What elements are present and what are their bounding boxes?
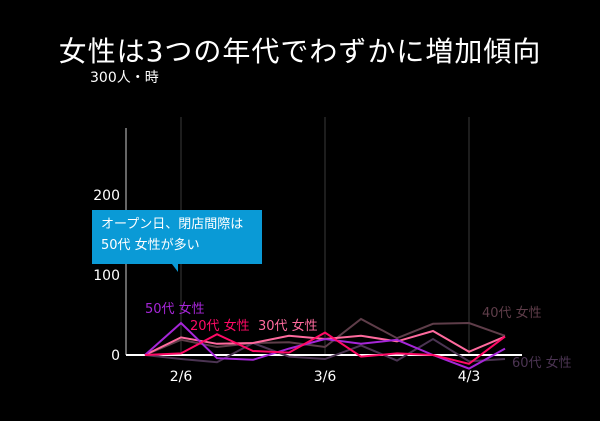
series-label: 50代 女性 (145, 301, 205, 317)
annotation-pointer (172, 264, 178, 272)
annotation-line-1: オープン日、閉店間際は (101, 217, 244, 232)
y-tick-label: 300人・時 (90, 70, 159, 86)
y-tick-label: 100 (93, 268, 120, 284)
series-label: 60代 女性 (512, 355, 572, 371)
annotation-line-2: 50代 女性が多い (101, 238, 200, 253)
x-tick-label: 3/6 (314, 369, 337, 385)
y-tick-label: 200 (93, 188, 120, 204)
annotation-callout: オープン日、閉店間際は 50代 女性が多い (92, 210, 262, 264)
series-label: 20代 女性 (190, 318, 250, 334)
series-label: 40代 女性 (482, 305, 542, 321)
x-tick-label: 4/3 (458, 369, 481, 385)
series-label: 30代 女性 (258, 318, 318, 334)
x-tick-label: 2/6 (170, 369, 193, 385)
y-tick-label: 0 (111, 348, 120, 364)
chart-title: 女性は3つの年代でわずかに増加傾向 (58, 35, 542, 68)
